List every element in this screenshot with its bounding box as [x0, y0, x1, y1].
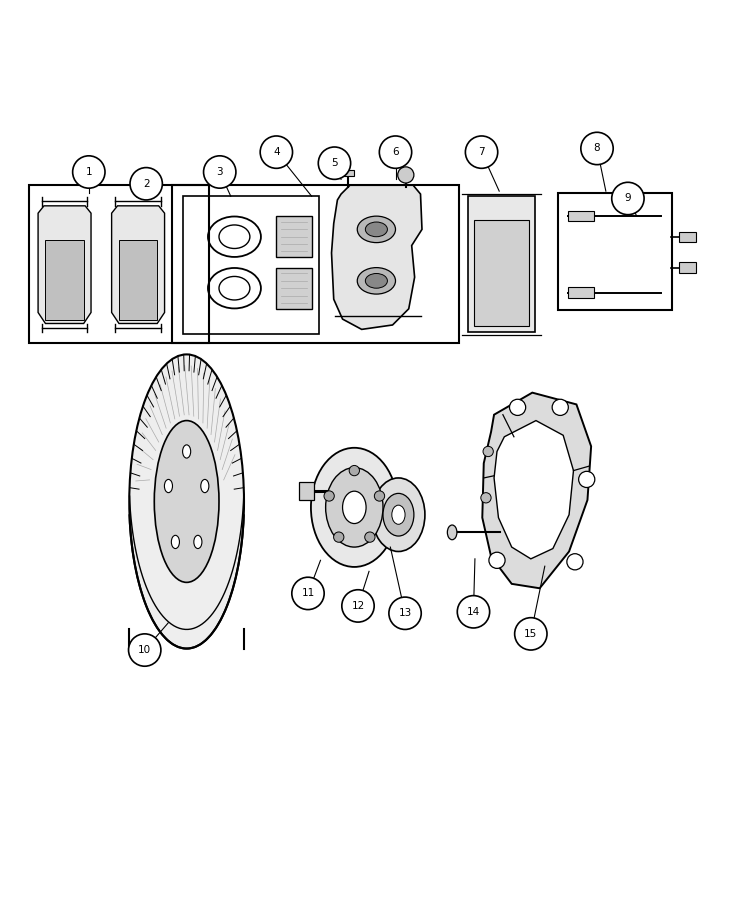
Circle shape [515, 617, 547, 650]
Circle shape [204, 156, 236, 188]
Ellipse shape [372, 478, 425, 552]
Circle shape [374, 491, 385, 501]
Ellipse shape [448, 525, 457, 540]
Bar [568, 211, 594, 221]
Circle shape [510, 400, 525, 416]
Circle shape [292, 577, 324, 609]
Bar [276, 216, 312, 257]
Circle shape [483, 446, 494, 456]
Bar [183, 195, 319, 334]
Circle shape [552, 400, 568, 416]
Circle shape [260, 136, 293, 168]
Bar [679, 263, 696, 273]
Circle shape [128, 634, 161, 666]
Ellipse shape [219, 225, 250, 248]
Ellipse shape [194, 536, 202, 549]
Circle shape [319, 147, 350, 179]
Ellipse shape [219, 276, 250, 300]
Polygon shape [494, 420, 574, 559]
Ellipse shape [357, 216, 396, 243]
Text: 7: 7 [478, 147, 485, 158]
Circle shape [481, 492, 491, 503]
Ellipse shape [383, 493, 414, 536]
Polygon shape [482, 392, 591, 589]
Text: 5: 5 [331, 158, 338, 168]
Ellipse shape [365, 222, 388, 237]
Circle shape [130, 167, 162, 200]
Text: 12: 12 [351, 601, 365, 611]
Bar [343, 170, 353, 176]
Bar [119, 239, 157, 320]
Text: 11: 11 [302, 589, 315, 598]
Ellipse shape [357, 267, 396, 294]
Text: 6: 6 [392, 147, 399, 158]
Ellipse shape [325, 468, 383, 547]
Circle shape [612, 183, 644, 215]
Ellipse shape [154, 420, 219, 582]
Ellipse shape [165, 480, 173, 492]
Ellipse shape [365, 274, 388, 288]
Text: 3: 3 [216, 167, 223, 177]
Circle shape [342, 590, 374, 622]
Circle shape [398, 166, 414, 183]
Bar [468, 196, 534, 332]
Circle shape [379, 136, 412, 168]
Circle shape [581, 132, 614, 165]
Ellipse shape [311, 448, 398, 567]
Text: 9: 9 [625, 194, 631, 203]
Ellipse shape [171, 536, 179, 549]
Circle shape [349, 465, 359, 476]
Ellipse shape [201, 480, 209, 492]
Circle shape [457, 596, 490, 628]
Circle shape [489, 553, 505, 569]
Ellipse shape [182, 445, 190, 458]
Text: 8: 8 [594, 143, 600, 154]
Polygon shape [112, 206, 165, 323]
Circle shape [567, 554, 583, 570]
Circle shape [579, 472, 595, 488]
Bar [568, 287, 594, 298]
Bar [679, 231, 696, 242]
Text: 14: 14 [467, 607, 480, 616]
Text: 1: 1 [85, 167, 92, 177]
Ellipse shape [129, 355, 244, 649]
Bar [558, 193, 672, 310]
Circle shape [365, 532, 375, 543]
Ellipse shape [342, 491, 366, 524]
Text: 2: 2 [143, 179, 150, 189]
Text: 4: 4 [273, 147, 279, 158]
Bar [28, 185, 209, 344]
Text: 10: 10 [138, 645, 151, 655]
Bar [45, 239, 84, 320]
Bar [276, 267, 312, 309]
Circle shape [389, 597, 421, 629]
Polygon shape [38, 206, 91, 323]
Text: 15: 15 [524, 629, 537, 639]
Circle shape [73, 156, 105, 188]
Bar [299, 482, 314, 500]
Bar [172, 185, 459, 344]
Circle shape [333, 532, 344, 543]
Bar [474, 220, 528, 327]
Polygon shape [331, 185, 422, 329]
Text: 13: 13 [399, 608, 412, 618]
Circle shape [324, 491, 334, 501]
Circle shape [465, 136, 498, 168]
Ellipse shape [392, 505, 405, 525]
